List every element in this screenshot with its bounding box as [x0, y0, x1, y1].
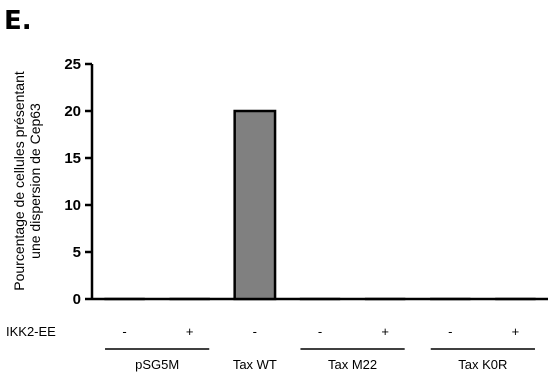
group-label: Tax WT: [233, 357, 277, 372]
treatment-sign: +: [186, 324, 194, 339]
y-tick-label: 25: [64, 56, 81, 73]
y-tick-label: 15: [64, 150, 81, 167]
y-tick-label: 0: [73, 291, 81, 308]
treatment-sign: +: [381, 324, 389, 339]
treatment-sign: -: [318, 324, 322, 339]
treatment-row-label: IKK2-EE: [6, 324, 56, 339]
group-row: pSG5M Tax WT Tax M22 Tax K0R: [105, 348, 535, 372]
treatment-sign: -: [122, 324, 126, 339]
y-axis: 0 5 10 15 20 25: [64, 56, 94, 308]
y-tick-label: 20: [64, 103, 81, 120]
treatment-sign: +: [512, 324, 520, 339]
y-tick-label: 10: [64, 197, 81, 214]
y-axis-title-line: une dispersion de Cep63: [27, 103, 43, 259]
group-label: Tax K0R: [458, 357, 507, 372]
treatment-sign: -: [253, 324, 257, 339]
y-axis-title: Pourcentage de cellules présentant une di…: [11, 71, 43, 291]
panel-label: E.: [4, 6, 32, 36]
treatment-row: IKK2-EE - + - - + - +: [6, 324, 519, 339]
y-axis-title-line: Pourcentage de cellules présentant: [11, 71, 27, 291]
bars: [104, 109, 536, 301]
y-tick-label: 5: [73, 244, 81, 261]
group-label: pSG5M: [135, 357, 179, 372]
treatment-sign: -: [448, 324, 452, 339]
bar: [233, 109, 277, 301]
group-label: Tax M22: [328, 357, 377, 372]
